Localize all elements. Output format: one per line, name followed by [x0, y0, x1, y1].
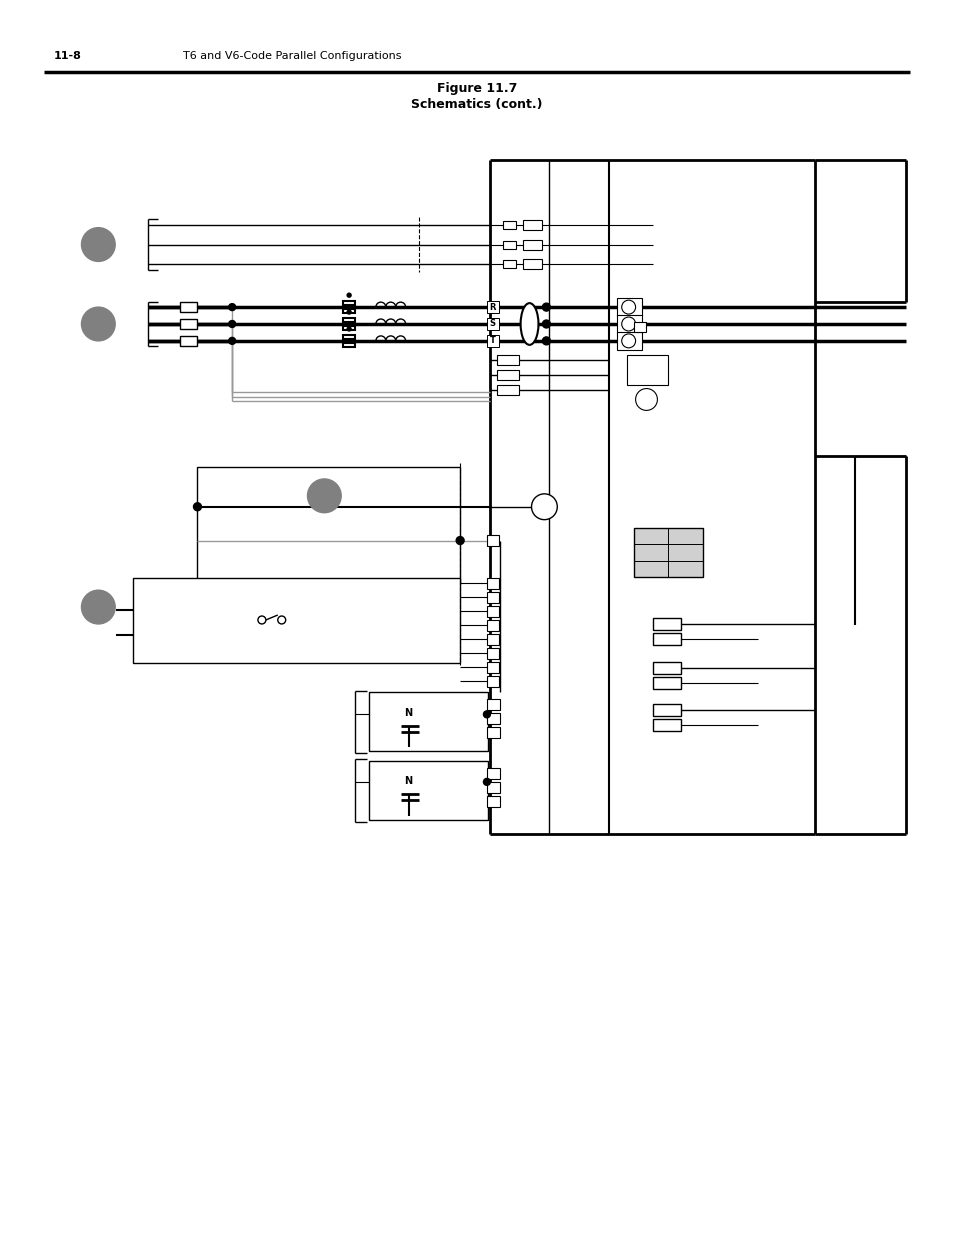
- Bar: [486, 795, 499, 806]
- Circle shape: [81, 308, 115, 341]
- Bar: [179, 303, 197, 312]
- Bar: [486, 782, 499, 793]
- Bar: [132, 578, 459, 663]
- Bar: [497, 354, 518, 364]
- Bar: [486, 676, 498, 687]
- Bar: [502, 261, 516, 268]
- Bar: [486, 648, 498, 658]
- Bar: [343, 326, 355, 330]
- Bar: [343, 309, 355, 312]
- Circle shape: [542, 337, 550, 345]
- Circle shape: [257, 616, 266, 624]
- Bar: [653, 704, 680, 716]
- Bar: [617, 298, 640, 316]
- Text: S: S: [489, 320, 496, 329]
- Text: T: T: [490, 336, 496, 346]
- Bar: [486, 606, 498, 618]
- Bar: [502, 221, 516, 228]
- Bar: [653, 662, 680, 673]
- Bar: [653, 719, 680, 731]
- Circle shape: [229, 304, 235, 310]
- Circle shape: [621, 317, 635, 331]
- Text: N: N: [404, 709, 413, 719]
- Circle shape: [81, 227, 115, 262]
- Circle shape: [483, 778, 490, 785]
- Bar: [486, 620, 498, 631]
- Circle shape: [81, 590, 115, 624]
- Bar: [486, 634, 498, 645]
- Bar: [343, 319, 355, 322]
- Bar: [486, 535, 498, 546]
- Bar: [369, 693, 487, 751]
- Bar: [497, 384, 518, 394]
- Bar: [633, 527, 702, 577]
- Bar: [633, 322, 645, 332]
- Circle shape: [621, 333, 635, 348]
- Bar: [626, 354, 668, 384]
- Bar: [486, 335, 498, 347]
- Bar: [502, 241, 516, 248]
- Circle shape: [456, 536, 463, 545]
- Circle shape: [229, 337, 235, 345]
- Bar: [343, 301, 355, 305]
- Bar: [486, 578, 498, 589]
- Bar: [497, 369, 518, 379]
- Circle shape: [307, 479, 341, 513]
- Bar: [522, 240, 542, 249]
- Bar: [486, 714, 499, 724]
- Circle shape: [347, 327, 351, 331]
- Circle shape: [542, 320, 550, 329]
- Bar: [369, 761, 487, 820]
- Circle shape: [277, 616, 285, 624]
- Text: Schematics (cont.): Schematics (cont.): [411, 98, 542, 111]
- Bar: [653, 618, 680, 630]
- Text: N: N: [404, 776, 413, 785]
- Bar: [486, 592, 498, 603]
- Bar: [486, 699, 499, 710]
- Circle shape: [193, 503, 201, 511]
- Bar: [522, 259, 542, 269]
- Bar: [486, 301, 498, 312]
- Circle shape: [531, 494, 557, 520]
- Circle shape: [635, 389, 657, 410]
- Circle shape: [229, 321, 235, 327]
- Bar: [486, 768, 499, 779]
- Text: T6 and V6-Code Parallel Configurations: T6 and V6-Code Parallel Configurations: [182, 51, 400, 61]
- Circle shape: [542, 303, 550, 311]
- Bar: [486, 662, 498, 673]
- Bar: [179, 336, 197, 346]
- Bar: [522, 220, 542, 230]
- Circle shape: [347, 293, 351, 298]
- Circle shape: [347, 310, 351, 314]
- Text: 11-8: 11-8: [53, 51, 82, 61]
- Bar: [653, 677, 680, 689]
- Text: R: R: [489, 303, 496, 311]
- Text: Figure 11.7: Figure 11.7: [436, 82, 517, 95]
- Bar: [486, 319, 498, 330]
- Circle shape: [483, 711, 490, 718]
- Ellipse shape: [520, 303, 537, 345]
- Bar: [486, 727, 499, 739]
- Circle shape: [621, 300, 635, 314]
- Bar: [653, 632, 680, 645]
- Bar: [179, 319, 197, 329]
- Bar: [343, 335, 355, 338]
- Bar: [343, 343, 355, 347]
- Bar: [617, 315, 640, 333]
- Bar: [617, 332, 640, 350]
- Bar: [197, 467, 459, 584]
